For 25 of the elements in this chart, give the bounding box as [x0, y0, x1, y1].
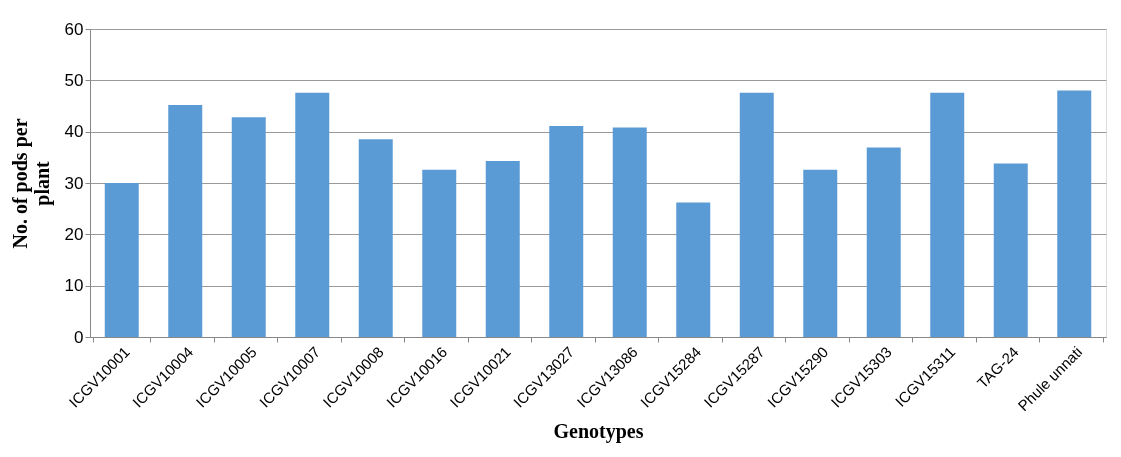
bar [930, 92, 965, 337]
bar [803, 169, 838, 337]
y-axis-title: No. of pods per plant [8, 118, 54, 249]
bar [168, 104, 203, 337]
bar [104, 183, 139, 337]
y-tick-label: 10 [64, 276, 84, 296]
bar [1057, 90, 1092, 337]
y-tick-label: 60 [64, 19, 84, 39]
bar [231, 117, 266, 337]
x-axis-title: Genotypes [553, 420, 644, 444]
bar [422, 169, 457, 337]
y-tick-label: 30 [64, 173, 84, 193]
bar [549, 126, 584, 337]
y-tick-label: 40 [64, 122, 84, 142]
bar [676, 202, 711, 337]
bar [358, 139, 393, 337]
bar [866, 147, 901, 337]
y-tick-label: 50 [64, 70, 84, 90]
y-tick-label: 0 [74, 327, 84, 347]
bar [612, 127, 647, 337]
bar [993, 163, 1028, 337]
bar [739, 92, 774, 337]
y-tick-label: 20 [64, 224, 84, 244]
bar [485, 160, 520, 337]
bar [295, 92, 330, 337]
